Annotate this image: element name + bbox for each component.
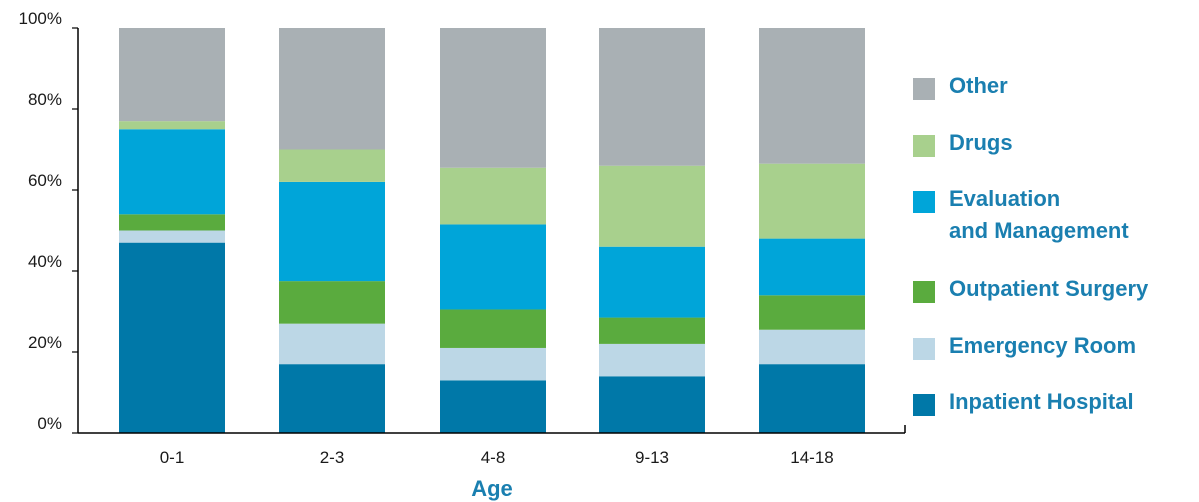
legend-swatch — [913, 394, 935, 416]
bar-segment-0-1-2 — [119, 214, 225, 231]
x-tick-label: 4-8 — [481, 448, 506, 467]
bar-segment-0-1-4 — [119, 121, 225, 130]
legend-item: Outpatient Surgery — [913, 273, 1148, 305]
legend-swatch — [913, 135, 935, 157]
legend-label: Outpatient Surgery — [949, 276, 1149, 301]
bar-segment-4-8-1 — [440, 347, 546, 381]
legend-label: Other — [949, 73, 1008, 98]
y-tick-label: 100% — [19, 9, 62, 28]
bar-segment-0-1-5 — [119, 28, 225, 122]
x-tick-label: 0-1 — [160, 448, 185, 467]
bar-segment-2-3-0 — [279, 364, 385, 433]
legend-swatch — [913, 78, 935, 100]
bar-segment-14-18-2 — [759, 295, 865, 330]
bar-segment-2-3-4 — [279, 149, 385, 182]
bar-segment-4-8-5 — [440, 28, 546, 168]
x-tick-label: 2-3 — [320, 448, 345, 467]
legend-label: Emergency Room — [949, 333, 1137, 358]
bar-segment-9-13-2 — [599, 317, 705, 344]
y-tick-labels: 0% 20% 40% 60% 80% 100% — [19, 9, 78, 434]
bars-layer — [119, 28, 865, 433]
bar-segment-2-3-2 — [279, 281, 385, 324]
x-axis-label: Age — [471, 476, 513, 501]
legend-item: Evaluation and Management — [913, 183, 1129, 247]
bar-segment-9-13-3 — [599, 246, 705, 318]
y-tick-label: 20% — [28, 333, 62, 352]
bar-segment-14-18-1 — [759, 329, 865, 365]
x-tick-label: 14-18 — [790, 448, 833, 467]
bar-segment-2-3-1 — [279, 323, 385, 365]
legend-item: Inpatient Hospital — [913, 386, 1134, 418]
legend-item: Emergency Room — [913, 330, 1136, 362]
x-tick-labels: 0-1 2-3 4-8 9-13 14-18 — [160, 448, 834, 467]
bar-segment-0-1-3 — [119, 129, 225, 215]
bar-segment-4-8-3 — [440, 224, 546, 310]
bar-segment-9-13-5 — [599, 28, 705, 166]
bar-segment-4-8-2 — [440, 309, 546, 348]
bar-segment-14-18-4 — [759, 163, 865, 239]
x-tick-label: 9-13 — [635, 448, 669, 467]
bar-segment-2-3-3 — [279, 181, 385, 282]
bar-segment-2-3-5 — [279, 28, 385, 150]
legend-item: Other — [913, 70, 1008, 102]
bar-segment-9-13-0 — [599, 376, 705, 433]
axes-layer — [77, 28, 906, 434]
bar-segment-0-1-0 — [119, 242, 225, 433]
y-tick-label: 80% — [28, 90, 62, 109]
legend-label: Evaluation and Management — [949, 186, 1129, 243]
legend-swatch — [913, 281, 935, 303]
y-tick-label: 60% — [28, 171, 62, 190]
bar-segment-14-18-3 — [759, 238, 865, 296]
y-tick-label: 0% — [37, 414, 62, 433]
legend-label: Drugs — [949, 130, 1013, 155]
bar-segment-9-13-1 — [599, 343, 705, 377]
legend-label: Inpatient Hospital — [949, 389, 1134, 414]
bar-segment-4-8-0 — [440, 380, 546, 433]
bar-segment-0-1-1 — [119, 230, 225, 243]
legend-swatch — [913, 191, 935, 213]
bar-segment-4-8-4 — [440, 167, 546, 225]
bar-segment-9-13-4 — [599, 165, 705, 247]
legend-item: Drugs — [913, 127, 1013, 159]
bar-segment-14-18-0 — [759, 364, 865, 433]
y-tick-label: 40% — [28, 252, 62, 271]
legend-swatch — [913, 338, 935, 360]
bar-segment-14-18-5 — [759, 28, 865, 164]
